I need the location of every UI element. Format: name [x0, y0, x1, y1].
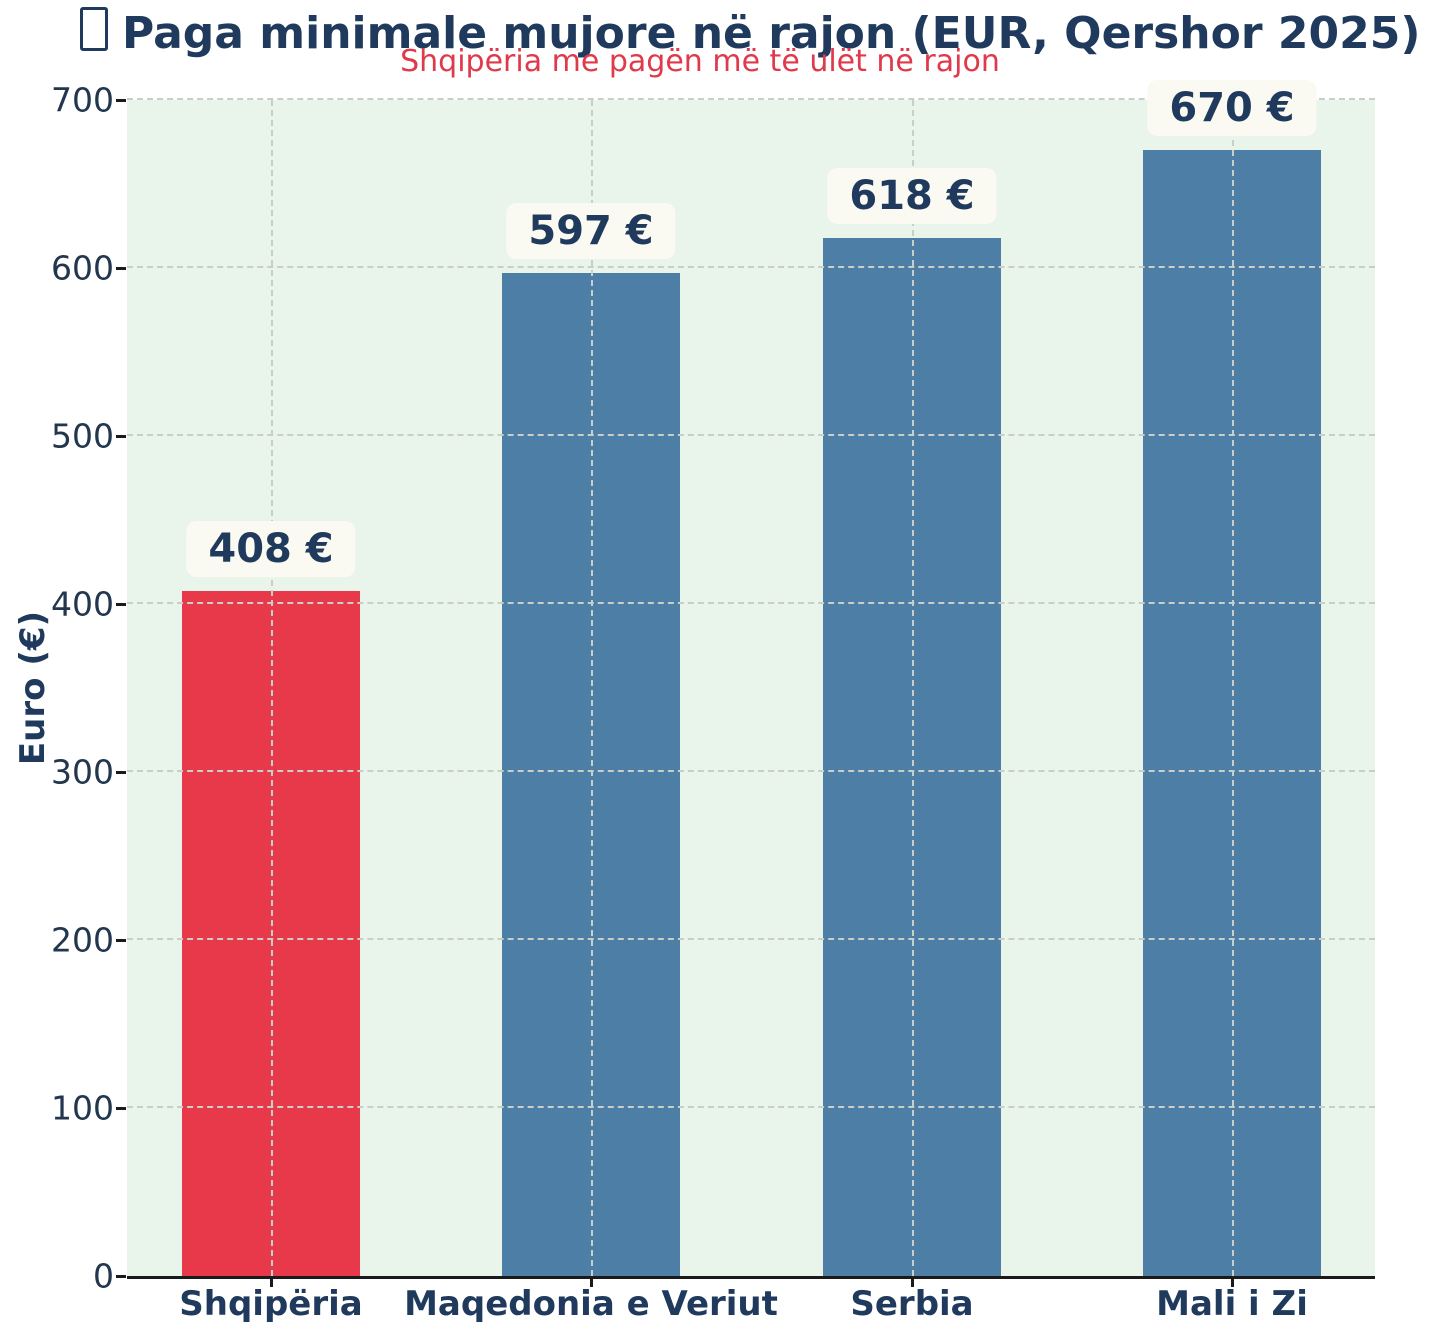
gridline-horizontal — [127, 434, 1375, 436]
x-tick-mark — [910, 1277, 914, 1287]
y-axis-label: Euro (€) — [13, 610, 53, 766]
x-tick-label: Shqipëria — [179, 1284, 363, 1324]
gridline-horizontal — [127, 602, 1375, 604]
bar-value-label: 670 € — [1147, 80, 1317, 137]
gridline-horizontal — [127, 938, 1375, 940]
y-tick-label: 700 — [51, 80, 114, 120]
gridline-horizontal — [127, 98, 1375, 100]
chart-subtitle: Shqipëria me pagën më të ulët në rajon — [400, 44, 1000, 79]
bar-value-label: 618 € — [827, 167, 997, 224]
gridline-vertical — [912, 100, 914, 1276]
gridline-vertical — [1232, 100, 1234, 1276]
x-tick-label: Serbia — [850, 1284, 974, 1324]
y-tick-label: 0 — [93, 1256, 114, 1296]
y-tick-mark — [116, 938, 126, 942]
y-tick-label: 200 — [51, 920, 114, 960]
y-tick-label: 100 — [51, 1088, 114, 1128]
y-tick-mark — [116, 1274, 126, 1278]
y-tick-mark — [116, 1106, 126, 1110]
gridline-vertical — [271, 100, 273, 1276]
missing-glyph-icon — [80, 7, 108, 51]
gridline-horizontal — [127, 1106, 1375, 1108]
y-tick-mark — [116, 602, 126, 606]
x-tick-mark — [269, 1277, 273, 1287]
y-tick-label: 500 — [51, 416, 114, 456]
x-tick-label: Maqedonia e Veriut — [404, 1284, 778, 1324]
x-tick-mark — [589, 1277, 593, 1287]
y-tick-mark — [116, 434, 126, 438]
plot-area: 408 € 597 € 618 € 670 € — [127, 80, 1375, 1279]
bar-value-label: 408 € — [186, 520, 356, 577]
x-tick-mark — [1230, 1277, 1234, 1287]
y-tick-mark — [116, 266, 126, 270]
y-tick-label: 600 — [51, 248, 114, 288]
gridline-horizontal — [127, 266, 1375, 268]
bar-value-label: 597 € — [506, 203, 676, 260]
chart-title: Paga minimale mujore në rajon (EUR, Qers… — [80, 4, 1420, 59]
y-tick-mark — [116, 770, 126, 774]
y-tick-label: 400 — [51, 584, 114, 624]
chart-title-text: Paga minimale mujore në rajon (EUR, Qers… — [122, 8, 1421, 59]
y-tick-mark — [116, 98, 126, 102]
x-tick-label: Mali i Zi — [1156, 1284, 1308, 1324]
gridline-horizontal — [127, 770, 1375, 772]
gridline-vertical — [591, 100, 593, 1276]
y-tick-label: 300 — [51, 752, 114, 792]
